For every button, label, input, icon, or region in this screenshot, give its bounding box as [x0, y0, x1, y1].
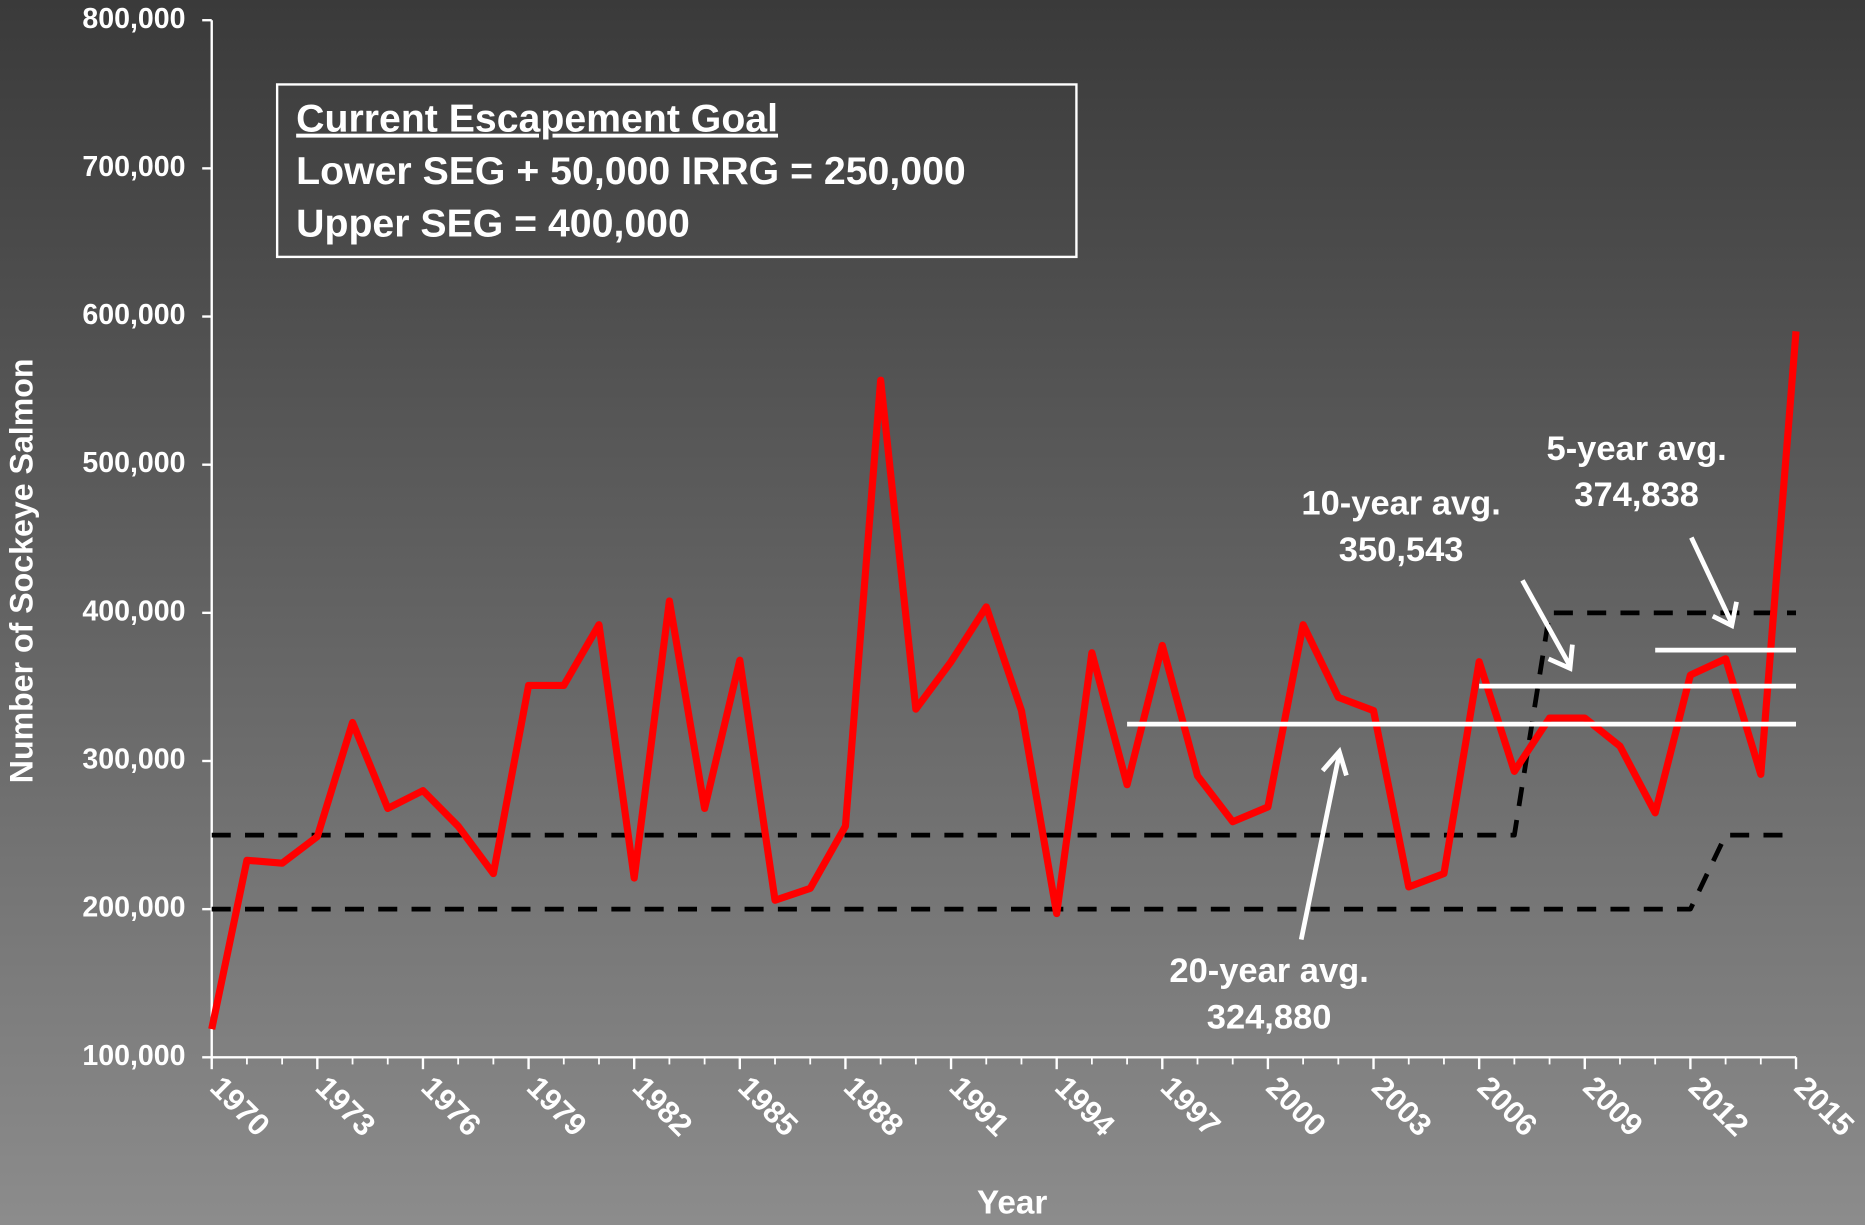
goal-box-text: Current Escapement Goal	[296, 97, 778, 141]
goal-box-text: Upper SEG = 400,000	[296, 201, 690, 245]
arrow	[1689, 536, 1739, 630]
average-label: 5-year avg.	[1547, 430, 1727, 468]
y-axis-label: Number of Sockeye Salmon	[3, 359, 39, 784]
average-value-label: 324,880	[1207, 998, 1332, 1036]
y-tick-label: 400,000	[82, 595, 185, 627]
y-tick-label: 500,000	[82, 447, 185, 479]
x-axis-label: Year	[977, 1185, 1047, 1222]
y-tick-label: 800,000	[82, 3, 185, 35]
average-value-label: 374,838	[1574, 476, 1699, 514]
arrow	[1520, 579, 1575, 672]
y-tick-label: 200,000	[82, 892, 185, 924]
goal-box-text: Lower SEG + 50,000 IRRG = 250,000	[296, 149, 966, 193]
arrows	[1298, 536, 1739, 941]
y-tick-label: 600,000	[82, 299, 185, 331]
data-line	[208, 331, 1800, 1030]
y-tick-label: 700,000	[82, 151, 185, 183]
average-label: 20-year avg.	[1169, 952, 1368, 990]
y-tick-label: 100,000	[82, 1040, 185, 1072]
average-value-label: 350,543	[1339, 531, 1464, 569]
average-label: 10-year avg.	[1301, 485, 1500, 523]
goal-box	[275, 83, 1078, 259]
arrow	[1298, 746, 1349, 941]
y-tick-label: 300,000	[82, 744, 185, 776]
